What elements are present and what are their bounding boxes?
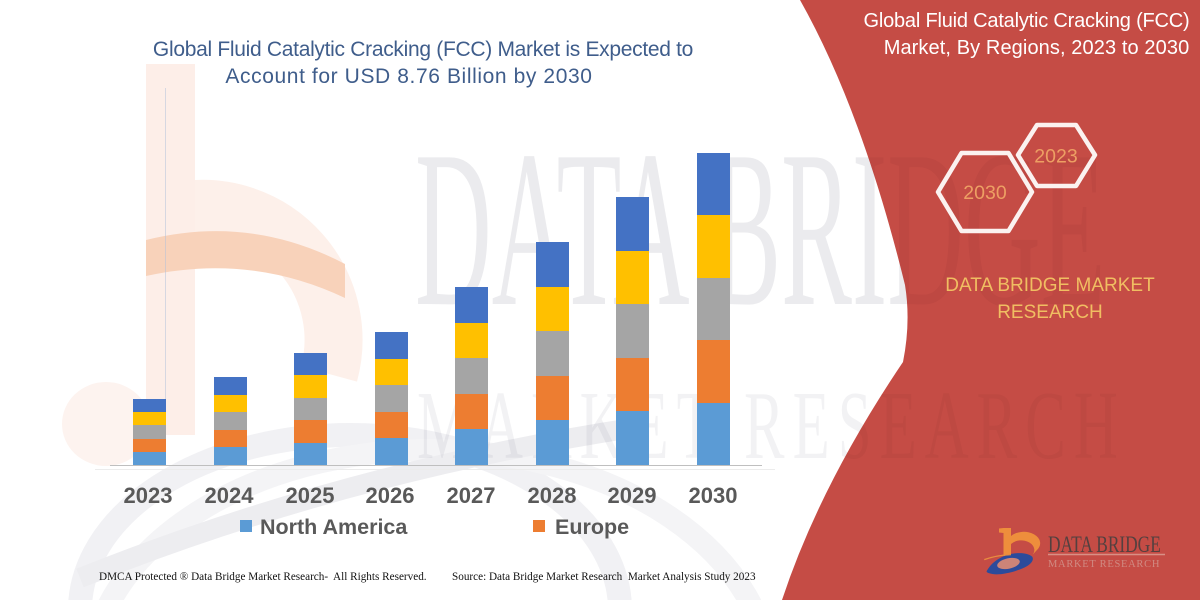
svg-text:2030: 2030 [963,182,1007,204]
svg-text:DATA BRIDGE: DATA BRIDGE [1048,533,1161,558]
svg-text:2023: 2023 [1034,146,1077,168]
svg-text:DATA BRIDGE: DATA BRIDGE [415,105,1105,353]
svg-text:MARKET RESEARCH: MARKET RESEARCH [417,370,1126,479]
svg-text:MARKET RESEARCH: MARKET RESEARCH [1048,559,1160,570]
